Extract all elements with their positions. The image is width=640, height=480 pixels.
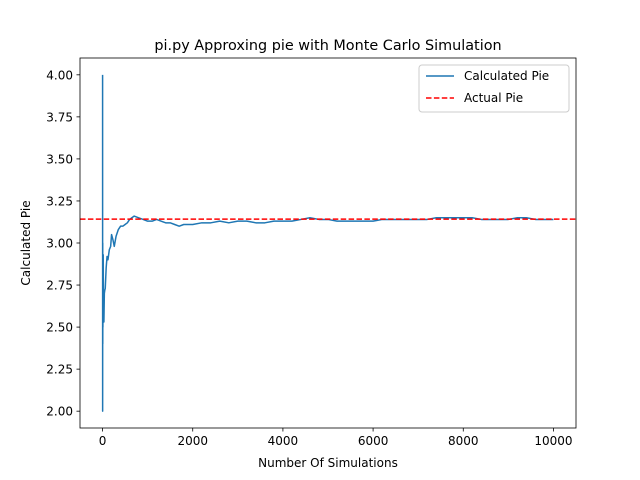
x-tick-label: 2000 (177, 434, 208, 448)
y-tick-label: 3.75 (46, 110, 73, 124)
x-tick-label: 0 (99, 434, 107, 448)
y-tick-label: 2.00 (46, 405, 73, 419)
x-tick-label: 10000 (534, 434, 572, 448)
y-tick-label: 2.50 (46, 321, 73, 335)
series-line-calculated-pie (101, 74, 554, 412)
y-tick-label: 3.00 (46, 237, 73, 251)
x-axis-label: Number Of Simulations (258, 456, 398, 470)
y-tick-label: 2.25 (46, 363, 73, 377)
x-tick-label: 6000 (358, 434, 389, 448)
y-tick-label: 4.00 (46, 68, 73, 82)
plot-area (80, 74, 576, 412)
legend-box (418, 64, 570, 113)
chart-title: pi.py Approxing pie with Monte Carlo Sim… (154, 38, 501, 54)
x-axis-ticks: 0 2000 4000 6000 8000 10000 (99, 428, 573, 448)
x-tick-label: 4000 (268, 434, 299, 448)
y-tick-label: 3.50 (46, 152, 73, 166)
axes-frame (79, 57, 577, 429)
x-tick-label: 8000 (448, 434, 479, 448)
y-axis-label: Calculated Pie (19, 200, 33, 285)
y-tick-label: 2.75 (46, 279, 73, 293)
y-axis-ticks: 2.00 2.25 2.50 2.75 3.00 3.25 3.50 3.75 4.00 (46, 68, 80, 419)
legend-label-calculated-pie: Calculated Pie (464, 69, 549, 83)
legend: Calculated Pie Actual Pie (418, 64, 570, 113)
legend-label-actual-pie: Actual Pie (464, 91, 523, 105)
y-tick-label: 3.25 (46, 194, 73, 208)
